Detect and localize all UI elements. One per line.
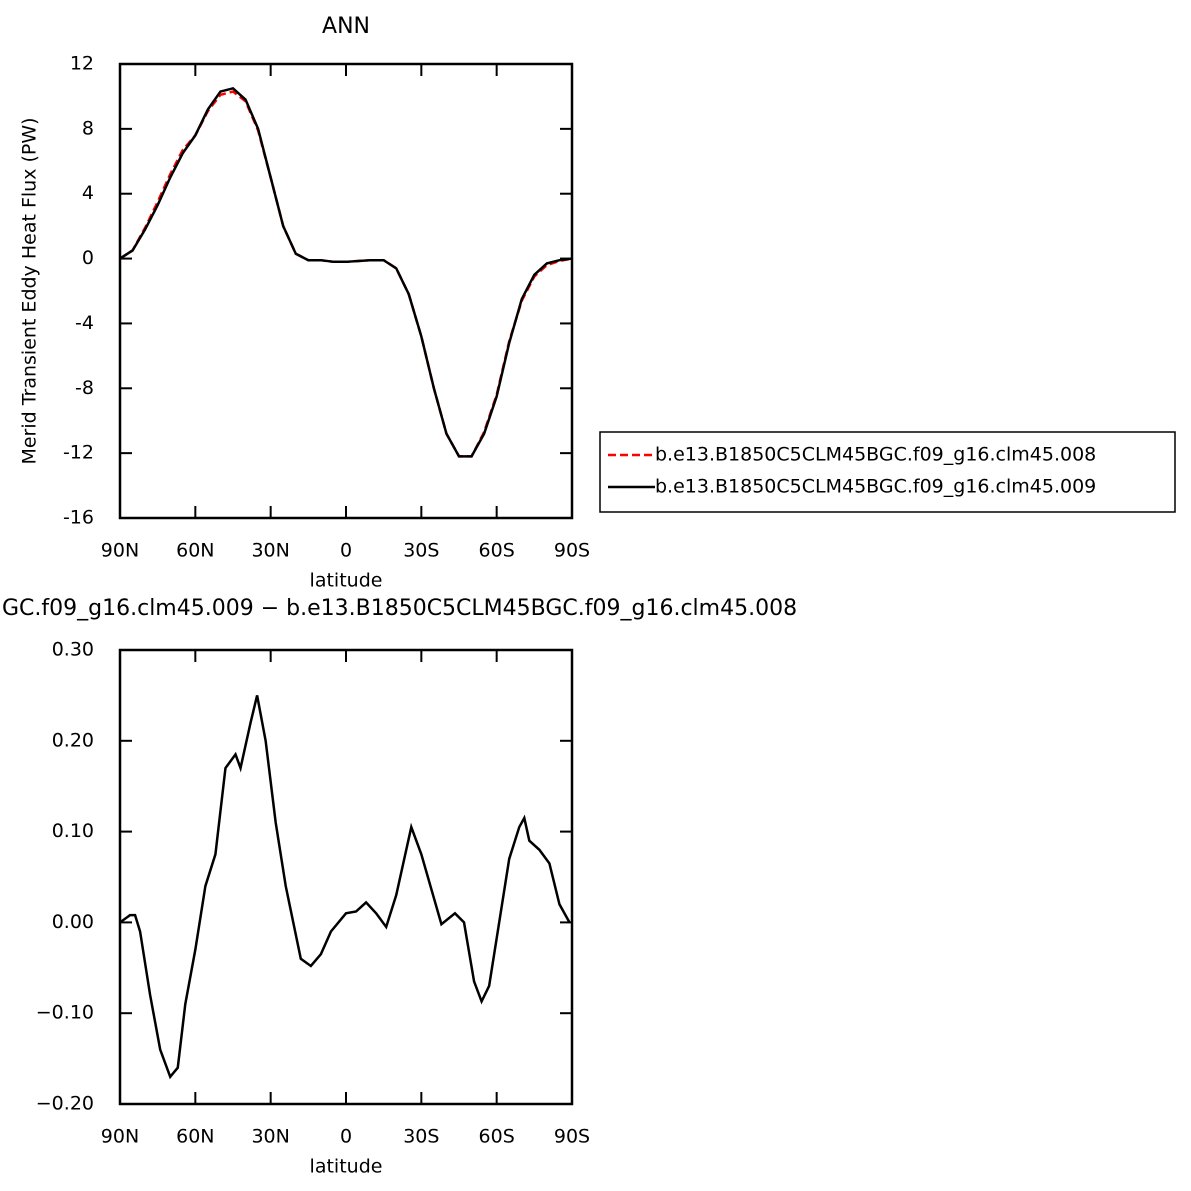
line-series [119,695,571,1080]
plot-frame [118,62,574,520]
y-tick-label: -8 [75,377,94,399]
x-axis-label: latitude [310,570,383,592]
x-axis-label: latitude [310,1156,383,1178]
plot-frame [118,648,574,1106]
x-tick-label: 60S [479,540,515,562]
y-axis-label: Merid Transient Eddy Heat Flux (PW) [19,703,41,1050]
x-tick-label: 60N [176,540,214,562]
y-tick-label: 0.30 [52,639,94,661]
y-tick-label: 0.00 [52,911,94,933]
x-tick-label: 0 [340,540,352,562]
x-tick-label: 30N [251,540,289,562]
y-tick-label: 0.10 [52,820,94,842]
chart-title: ANN [322,14,370,39]
y-axis-label: Merid Transient Eddy Heat Flux (PW) [19,117,41,464]
y-tick-label: 0 [82,247,94,269]
legend-label: b.e13.B1850C5CLM45BGC.f09_g16.clm45.008 [655,444,1096,466]
x-tick-label: 60N [176,1126,214,1148]
x-tick-label: 90S [554,1126,590,1148]
y-tick-label: 4 [82,182,94,204]
x-tick-label: 30N [251,1126,289,1148]
x-tick-label: 90N [101,540,139,562]
x-tick-label: 90N [101,1126,139,1148]
y-tick-label: -12 [63,442,94,464]
y-tick-label: 8 [82,117,94,139]
x-tick-label: 30S [403,540,439,562]
y-tick-label: −0.20 [36,1093,94,1115]
y-tick-label: −0.10 [36,1002,94,1024]
y-tick-label: -16 [63,507,94,529]
x-tick-label: 30S [403,1126,439,1148]
legend-box [599,431,1176,513]
y-tick-label: 12 [70,53,94,75]
y-tick-label: 0.20 [52,729,94,751]
chart-title: GC.f09_g16.clm45.009 − b.e13.B1850C5CLM4… [2,596,797,621]
legend-label: b.e13.B1850C5CLM45BGC.f09_g16.clm45.009 [655,476,1096,498]
line-series [119,86,573,458]
x-tick-label: 60S [479,1126,515,1148]
x-tick-label: 0 [340,1126,352,1148]
x-tick-label: 90S [554,540,590,562]
y-tick-label: -4 [75,312,94,334]
